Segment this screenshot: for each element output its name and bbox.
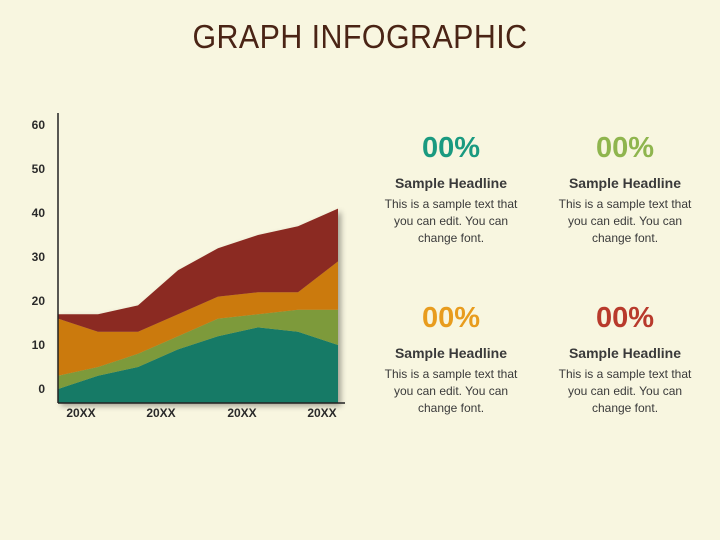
stat-card-2: 00% Sample Headline This is a sample tex… — [550, 131, 700, 247]
x-tick-label: 20XX — [146, 406, 175, 420]
stat-text: This is a sample text that you can edit.… — [384, 367, 518, 415]
y-tick-label: 10 — [32, 338, 46, 352]
x-tick-label: 20XX — [227, 406, 256, 420]
stat-card-4: 00% Sample Headline This is a sample tex… — [550, 301, 700, 417]
area-series-1 — [58, 327, 338, 403]
stat-value: 00% — [595, 302, 655, 334]
area-series-3 — [58, 261, 338, 376]
stat-text: This is a sample text that you can edit.… — [558, 367, 692, 415]
y-tick-label: 40 — [32, 206, 46, 220]
y-tick-label: 60 — [32, 118, 46, 132]
stat-card-3: 00% Sample Headline This is a sample tex… — [376, 301, 526, 417]
stat-value: 00% — [421, 132, 481, 164]
stat-value: 00% — [595, 132, 655, 164]
stat-value: 00% — [421, 302, 481, 334]
stat-headline: Sample Headline — [394, 345, 508, 361]
y-tick-label: 0 — [38, 382, 45, 396]
stat-text: This is a sample text that you can edit.… — [558, 197, 692, 245]
area-chart: 0 10 20 30 40 50 60 20XX 20XX 20XX 20XX — [32, 113, 345, 420]
y-tick-label: 50 — [32, 162, 46, 176]
area-series-4 — [58, 208, 338, 332]
y-tick-label: 30 — [32, 250, 46, 264]
stat-text: This is a sample text that you can edit.… — [384, 197, 518, 245]
stat-headline: Sample Headline — [568, 345, 682, 361]
stat-headline: Sample Headline — [568, 175, 682, 191]
x-tick-label: 20XX — [307, 406, 336, 420]
y-tick-label: 20 — [32, 294, 46, 308]
x-tick-label: 20XX — [66, 406, 95, 420]
page-title: GRAPH INFOGRAPHIC — [192, 18, 528, 55]
stat-card-1: 00% Sample Headline This is a sample tex… — [376, 131, 526, 247]
area-series-2 — [58, 309, 338, 389]
stat-headline: Sample Headline — [394, 175, 508, 191]
